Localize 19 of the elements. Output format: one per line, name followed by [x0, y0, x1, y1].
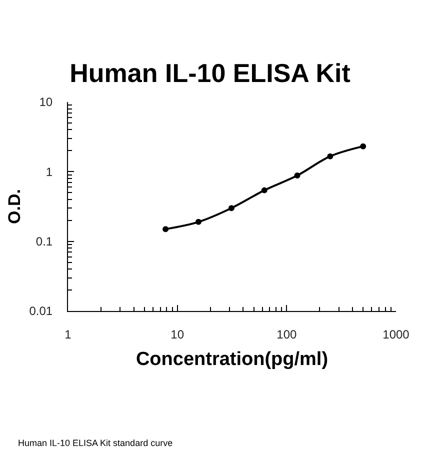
point [195, 218, 202, 225]
point [294, 172, 300, 179]
x-tick-label: 100 [276, 327, 297, 342]
point [228, 205, 234, 212]
y-tick-label: 0.1 [36, 234, 53, 249]
x-axis-title: Concentration(pg/ml) [136, 349, 328, 370]
x-tick-label: 1 [64, 327, 72, 342]
x-tick-label: 1000 [382, 327, 410, 342]
point [327, 153, 334, 160]
point [360, 143, 366, 150]
y-axis-title: O.D. [4, 189, 24, 224]
point [162, 226, 169, 232]
y-tick-label: 0.01 [29, 304, 53, 318]
y-tick-label: 10 [39, 95, 53, 110]
text: Human IL-10 ELISA Kit standard curve [18, 438, 173, 448]
point [261, 187, 268, 194]
chart-title: Human IL-10 ELISA Kit [70, 58, 351, 88]
x-tick-label: 10 [170, 327, 184, 342]
y-tick-label: 1 [46, 164, 53, 179]
